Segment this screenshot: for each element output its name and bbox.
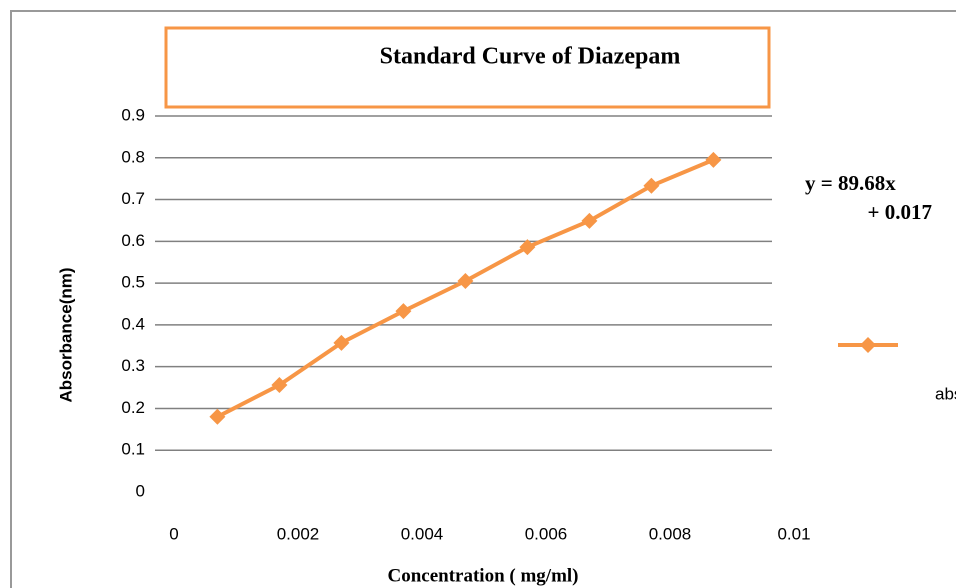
x-tick-label: 0 [169,524,178,543]
y-tick-label: 0.3 [121,356,145,375]
data-point [395,303,412,320]
legend-marker [860,337,876,353]
x-tick-label: 0.004 [401,524,444,543]
x-tick-label: 0.006 [525,524,568,543]
annotation: + 0.017 [868,200,932,224]
y-tick-label: 0.7 [121,189,145,208]
data-point [581,212,598,229]
data-point [209,408,226,425]
x-tick-label: 0.01 [777,524,810,543]
y-tick-label: 0.9 [121,105,145,124]
y-tick-label: 0.5 [121,273,145,292]
y-axis-label: Absorbance(nm) [56,267,75,402]
y-tick-label: 0.2 [121,398,145,417]
y-tick-label: 0.1 [121,440,145,459]
x-tick-label: 0.008 [649,524,692,543]
data-point [705,151,722,168]
y-tick-label: 0.8 [121,147,145,166]
legend-label: abs [935,384,956,403]
chart-title: Standard Curve of Diazepam [380,44,681,70]
data-point [333,334,350,351]
y-tick-label: 0 [136,481,145,500]
data-point [271,377,288,394]
annotation: y = 89.68x [805,171,896,195]
data-point [643,177,660,194]
x-tick-label: 0.002 [277,524,320,543]
x-axis-label: Concentration ( mg/ml) [387,565,578,586]
title-box [164,26,771,109]
data-point [519,239,536,256]
data-point [457,273,474,290]
y-tick-label: 0.6 [121,231,145,250]
y-tick-label: 0.4 [121,314,145,333]
chart-border [10,10,956,588]
